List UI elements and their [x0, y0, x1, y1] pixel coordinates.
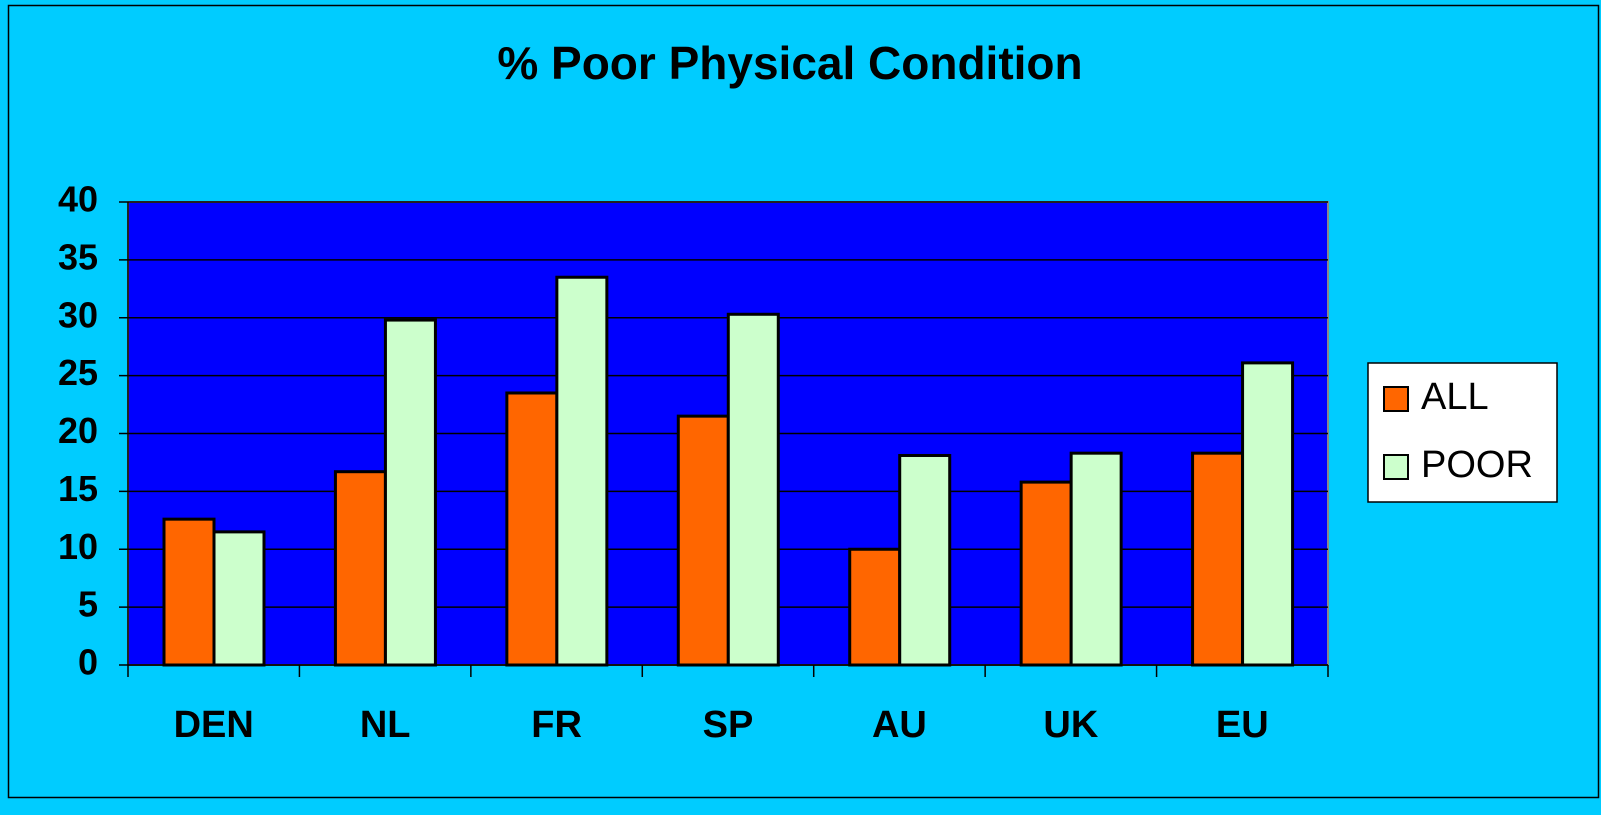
legend-label: ALL — [1421, 376, 1489, 418]
bar — [505, 391, 559, 667]
x-tick-label: AU — [872, 704, 927, 746]
legend-label: POOR — [1421, 444, 1533, 486]
y-tick-label: 25 — [58, 352, 98, 393]
bar — [898, 453, 952, 667]
y-tick-label: 35 — [58, 236, 98, 277]
chart-title: % Poor Physical Condition — [497, 37, 1082, 89]
y-tick-label: 10 — [58, 526, 98, 567]
bar — [726, 312, 780, 667]
x-tick-label: SP — [703, 704, 754, 746]
bar — [1019, 480, 1073, 667]
y-tick-label: 15 — [58, 468, 98, 509]
bar — [1241, 361, 1295, 667]
bar — [212, 530, 266, 667]
bar — [333, 470, 387, 667]
legend-swatch — [1383, 386, 1409, 412]
y-tick-label: 0 — [78, 642, 98, 683]
x-tick-label: EU — [1216, 704, 1269, 746]
x-tick-label: NL — [360, 704, 411, 746]
y-tick-label: 40 — [58, 179, 98, 220]
bar — [383, 318, 437, 667]
x-tick-label: UK — [1043, 704, 1098, 746]
y-tick-label: 20 — [58, 410, 98, 451]
bar — [1191, 451, 1245, 667]
y-tick-label: 5 — [78, 584, 98, 625]
x-tick-label: FR — [531, 704, 582, 746]
bar — [1069, 451, 1123, 667]
legend-swatch — [1383, 454, 1409, 480]
bar — [555, 275, 609, 667]
bar — [162, 517, 216, 667]
x-tick-label: DEN — [174, 704, 254, 746]
bar — [848, 547, 902, 667]
bar — [676, 414, 730, 667]
chart-border — [7, 4, 1600, 799]
y-tick-label: 30 — [58, 294, 98, 335]
